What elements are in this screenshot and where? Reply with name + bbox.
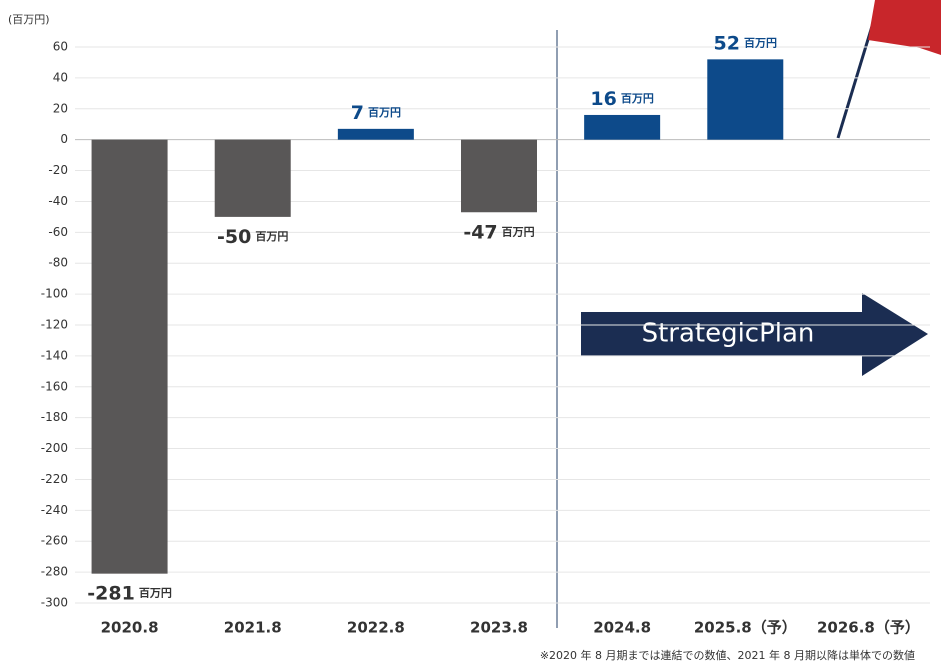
y-unit: (百万円) — [8, 13, 50, 26]
y-tick-label: 60 — [53, 40, 68, 54]
value-unit: 百万円 — [621, 92, 654, 105]
value-label: -281 百万円 — [87, 582, 172, 604]
y-tick-label: -40 — [48, 194, 68, 208]
value-unit: 百万円 — [368, 106, 401, 119]
footnote: ※2020 年 8 月期までは連結での数値、2021 年 8 月期以降は単体での… — [540, 648, 915, 662]
value-unit: 百万円 — [139, 587, 172, 600]
y-tick-label: -300 — [41, 596, 68, 610]
value-label: -50 百万円 — [217, 225, 288, 247]
value-number: -47 — [463, 221, 497, 243]
value-number: 52 — [714, 32, 740, 54]
value-label: -47 百万円 — [463, 221, 534, 243]
y-tick-label: 40 — [53, 70, 68, 84]
flag-cloth — [868, 0, 941, 55]
y-tick-label: -220 — [41, 472, 68, 486]
y-tick-label: -240 — [41, 503, 68, 517]
x-tick-label: 2021.8 — [224, 619, 282, 637]
value-label: 52 百万円 — [714, 32, 777, 54]
x-tick-label: 2026.8（予） — [817, 619, 920, 637]
bar — [707, 59, 784, 140]
x-tick-label: 2022.8 — [347, 619, 405, 637]
y-tick-label: -160 — [41, 379, 68, 393]
y-tick-label: -260 — [41, 534, 68, 548]
value-unit: 百万円 — [502, 225, 535, 238]
value-label: 16 百万円 — [590, 87, 653, 109]
arrow-shape — [581, 293, 928, 376]
x-tick-label: 2025.8（予） — [694, 619, 797, 637]
y-tick-label: -20 — [48, 163, 68, 177]
y-tick-label: -200 — [41, 441, 68, 455]
bar — [91, 139, 168, 574]
y-tick-label: -180 — [41, 410, 68, 424]
value-number: 16 — [590, 87, 616, 109]
x-tick-label: 2024.8 — [593, 619, 651, 637]
y-tick-label: -280 — [41, 565, 68, 579]
y-tick-label: -140 — [41, 348, 68, 362]
y-tick-label: -100 — [41, 287, 68, 301]
bar — [584, 114, 661, 140]
y-tick-label: 20 — [53, 101, 68, 115]
bar — [214, 139, 291, 217]
value-number: -50 — [217, 225, 251, 247]
plot: 60 40 20 0 -20 -40 -60 -80 -100 -120 -140 -160 -180 -… — [41, 32, 930, 637]
y-tick-label: -120 — [41, 318, 68, 332]
arrow-label: StrategicPlan — [642, 319, 815, 349]
bar — [461, 139, 537, 213]
x-tick-label: 2023.8 — [470, 619, 528, 637]
y-tick-label: -80 — [48, 256, 68, 270]
value-unit: 百万円 — [744, 36, 777, 49]
strategic-arrow: StrategicPlan — [581, 293, 928, 376]
value-number: -281 — [87, 582, 135, 604]
y-tick-label: 0 — [60, 132, 68, 146]
value-number: 7 — [351, 101, 364, 123]
y-tick-label: -60 — [48, 225, 68, 239]
value-label: 7 百万円 — [351, 101, 401, 123]
value-unit: 百万円 — [255, 230, 288, 243]
bar — [337, 128, 414, 140]
x-tick-label: 2020.8 — [101, 619, 159, 637]
flag — [836, 0, 941, 139]
